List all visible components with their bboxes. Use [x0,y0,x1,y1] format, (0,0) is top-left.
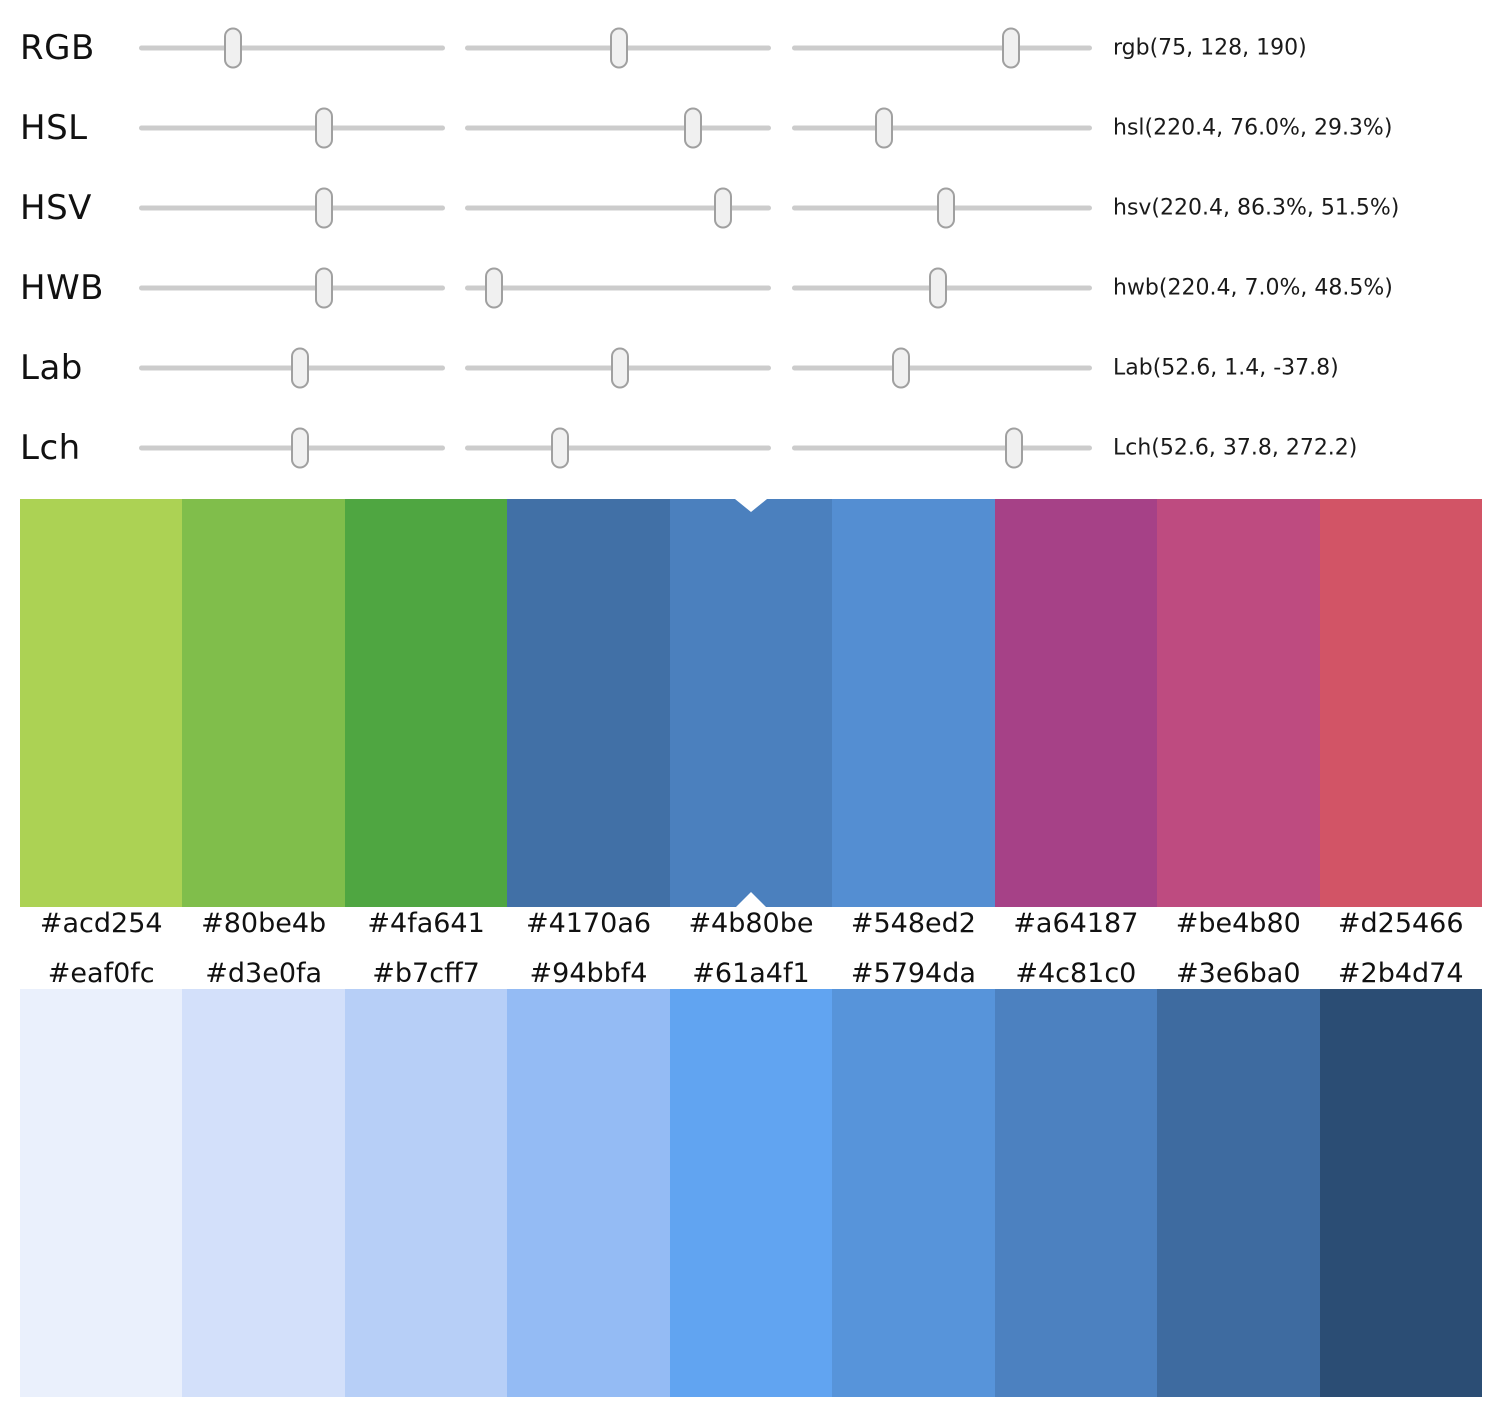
harmony-swatch-8[interactable] [1319,499,1482,907]
shade-swatch-4[interactable] [669,989,833,1397]
slider-thumb[interactable] [937,187,956,229]
hex-label: #4170a6 [526,907,652,939]
color-model-label: HWB [20,268,105,308]
color-model-label: HSL [20,108,88,148]
harmony-swatch-0[interactable] [20,499,183,907]
slider-track[interactable] [139,125,445,131]
slider-track[interactable] [465,445,771,451]
color-value-text: Lch(52.6, 37.8, 272.2) [1113,435,1358,461]
slider-thumb[interactable] [874,107,893,149]
selected-swatch-notch-top [735,499,767,512]
slider-track[interactable] [139,285,445,291]
color-value-text: hsl(220.4, 76.0%, 29.3%) [1113,115,1393,141]
harmony-swatch-6[interactable] [994,499,1158,907]
color-model-label: RGB [20,28,95,68]
slider-thumb[interactable] [315,187,334,229]
color-value-text: rgb(75, 128, 190) [1113,35,1307,61]
slider-thumb[interactable] [223,27,242,69]
slider-thumb[interactable] [891,347,910,389]
hex-label: #61a4f1 [692,957,810,989]
slider-thumb[interactable] [290,347,309,389]
shade-swatch-3[interactable] [507,989,670,1397]
slider-thumb[interactable] [683,107,702,149]
harmony-swatch-5[interactable] [832,499,995,907]
hex-label: #548ed2 [850,907,976,939]
slider-thumb[interactable] [611,347,629,389]
harmony-swatch-1[interactable] [182,499,345,907]
shade-swatch-5[interactable] [832,989,995,1397]
slider-thumb[interactable] [928,267,947,309]
harmony-hex-labels: #acd254 #80be4b #4fa641 #4170a6 #4b80be #548e… [20,900,1482,946]
shade-swatch-6[interactable] [994,989,1158,1397]
slider-track[interactable] [792,125,1092,131]
color-model-label: Lch [20,428,81,468]
harmony-swatch-4[interactable] [669,499,833,907]
harmony-swatch-3[interactable] [507,499,670,907]
hex-label: #be4b80 [1175,907,1301,939]
harmony-swatch-7[interactable] [1157,499,1320,907]
slider-thumb[interactable] [315,267,334,309]
slider-thumb[interactable] [1002,27,1021,69]
shade-swatch-0[interactable] [20,989,183,1397]
harmony-palette [20,499,1482,907]
slider-thumb[interactable] [485,267,504,309]
color-value-text: hsv(220.4, 86.3%, 51.5%) [1113,195,1400,221]
shade-palette [20,989,1482,1397]
hex-label: #4c81c0 [1015,957,1137,989]
selected-swatch-notch-bottom [736,892,766,907]
shade-swatch-1[interactable] [182,989,345,1397]
slider-track[interactable] [792,445,1092,451]
shade-swatch-2[interactable] [344,989,508,1397]
hex-label: #d25466 [1337,907,1464,939]
shade-swatch-7[interactable] [1157,989,1320,1397]
slider-track[interactable] [792,365,1092,371]
slider-track[interactable] [465,205,771,211]
hex-label: #5794da [850,957,976,989]
slider-track[interactable] [465,285,771,291]
slider-thumb[interactable] [550,427,569,469]
hex-label: #b7cff7 [372,957,480,989]
slider-row-rgb: RGB rgb(75, 128, 190) [0,8,1501,88]
slider-track[interactable] [139,205,445,211]
hex-label: #4b80be [688,907,814,939]
slider-track[interactable] [792,45,1092,51]
color-value-text: hwb(220.4, 7.0%, 48.5%) [1113,275,1393,301]
shade-hex-labels: #eaf0fc #d3e0fa #b7cff7 #94bbf4 #61a4f1 #5794… [20,950,1482,996]
hex-label: #a64187 [1013,907,1139,939]
slider-track[interactable] [139,45,445,51]
slider-row-hsv: HSV hsv(220.4, 86.3%, 51.5%) [0,168,1501,248]
color-model-label: HSV [20,188,92,228]
slider-thumb[interactable] [1005,427,1024,469]
hex-label: #2b4d74 [1337,957,1464,989]
color-value-text: Lab(52.6, 1.4, -37.8) [1113,355,1339,381]
hex-label: #3e6ba0 [1176,957,1301,989]
hex-label: #d3e0fa [205,957,323,989]
slider-row-hsl: HSL hsl(220.4, 76.0%, 29.3%) [0,88,1501,168]
slider-thumb[interactable] [609,27,628,69]
color-model-label: Lab [20,348,83,388]
hex-label: #acd254 [39,907,163,939]
hex-label: #eaf0fc [47,957,155,989]
slider-row-hwb: HWB hwb(220.4, 7.0%, 48.5%) [0,248,1501,328]
shade-swatch-8[interactable] [1319,989,1482,1397]
slider-thumb[interactable] [290,427,309,469]
slider-track[interactable] [465,125,771,131]
hex-label: #94bbf4 [529,957,648,989]
slider-thumb[interactable] [315,107,334,149]
harmony-swatch-2[interactable] [344,499,508,907]
hex-label: #4fa641 [367,907,485,939]
slider-row-lch: Lch Lch(52.6, 37.8, 272.2) [0,408,1501,488]
slider-row-lab: Lab Lab(52.6, 1.4, -37.8) [0,328,1501,408]
slider-thumb[interactable] [713,187,732,229]
hex-label: #80be4b [201,907,327,939]
